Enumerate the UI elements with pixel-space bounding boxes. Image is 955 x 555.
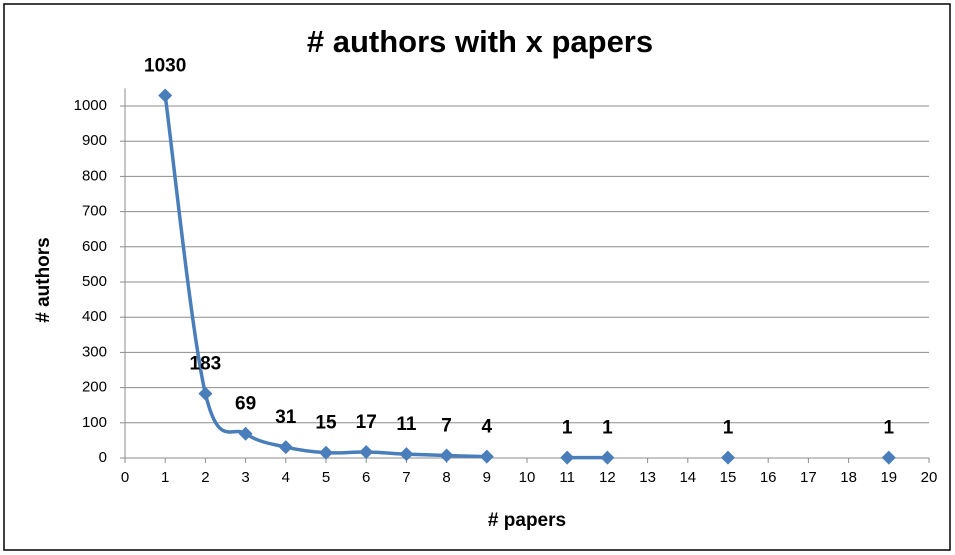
y-tick-label: 500 <box>82 273 107 290</box>
data-point <box>399 447 414 462</box>
x-tick-label: 20 <box>921 469 938 486</box>
y-tick-label: 1000 <box>74 97 107 114</box>
data-point <box>600 450 615 465</box>
x-tick-label: 8 <box>442 469 450 486</box>
y-tick-label: 800 <box>82 167 107 184</box>
data-label: 31 <box>275 407 297 428</box>
data-label: 11 <box>396 414 417 435</box>
x-tick-label: 19 <box>880 469 897 486</box>
data-point <box>881 450 896 465</box>
x-tick-label: 2 <box>201 469 209 486</box>
x-tick-label: 5 <box>322 469 330 486</box>
x-tick-label: 9 <box>483 469 491 486</box>
data-point <box>560 450 575 465</box>
data-point <box>278 440 293 455</box>
x-tick-label: 15 <box>720 469 737 486</box>
y-tick-label: 200 <box>82 379 107 396</box>
data-label: 183 <box>190 354 222 375</box>
x-tick-label: 3 <box>241 469 249 486</box>
x-tick-label: 13 <box>639 469 656 486</box>
y-tick-label: 400 <box>82 308 107 325</box>
data-point <box>439 448 454 463</box>
x-tick-label: 18 <box>840 469 857 486</box>
data-label: 15 <box>315 413 337 434</box>
data-label: 1030 <box>144 55 186 76</box>
data-label: 1 <box>723 418 734 439</box>
x-tick-label: 7 <box>402 469 410 486</box>
x-tick-label: 14 <box>679 469 696 486</box>
x-tick-label: 1 <box>161 469 169 486</box>
data-label: 1 <box>602 418 613 439</box>
x-axis-label: # papers <box>488 510 566 531</box>
x-tick-label: 12 <box>599 469 616 486</box>
data-point <box>359 445 374 460</box>
y-tick-label: 0 <box>99 449 107 466</box>
data-point <box>198 386 213 401</box>
y-tick-label: 300 <box>82 343 107 360</box>
data-point <box>721 450 735 465</box>
x-tick-label: 11 <box>559 469 575 486</box>
x-tick-label: 17 <box>800 469 817 486</box>
data-label: 7 <box>441 416 452 437</box>
y-tick-label: 600 <box>82 238 107 255</box>
data-label: 1 <box>884 418 895 439</box>
x-tick-label: 0 <box>121 469 129 486</box>
chart-title: # authors with x papers <box>307 24 653 59</box>
x-tick-label: 6 <box>362 469 370 486</box>
y-tick-label: 100 <box>82 414 107 431</box>
x-tick-label: 16 <box>760 469 777 486</box>
x-tick-label: 10 <box>519 469 536 486</box>
data-label: 1 <box>562 418 573 439</box>
data-label: 4 <box>482 417 493 438</box>
y-tick-label: 700 <box>82 203 107 220</box>
x-tick-label: 4 <box>282 469 290 486</box>
y-tick-label: 900 <box>82 132 107 149</box>
data-point <box>158 88 173 103</box>
data-label: 69 <box>235 394 256 415</box>
data-point <box>319 445 333 460</box>
y-axis-label: # authors <box>33 237 54 323</box>
data-point <box>479 449 494 464</box>
data-label: 17 <box>356 412 377 433</box>
data-point <box>238 426 253 441</box>
